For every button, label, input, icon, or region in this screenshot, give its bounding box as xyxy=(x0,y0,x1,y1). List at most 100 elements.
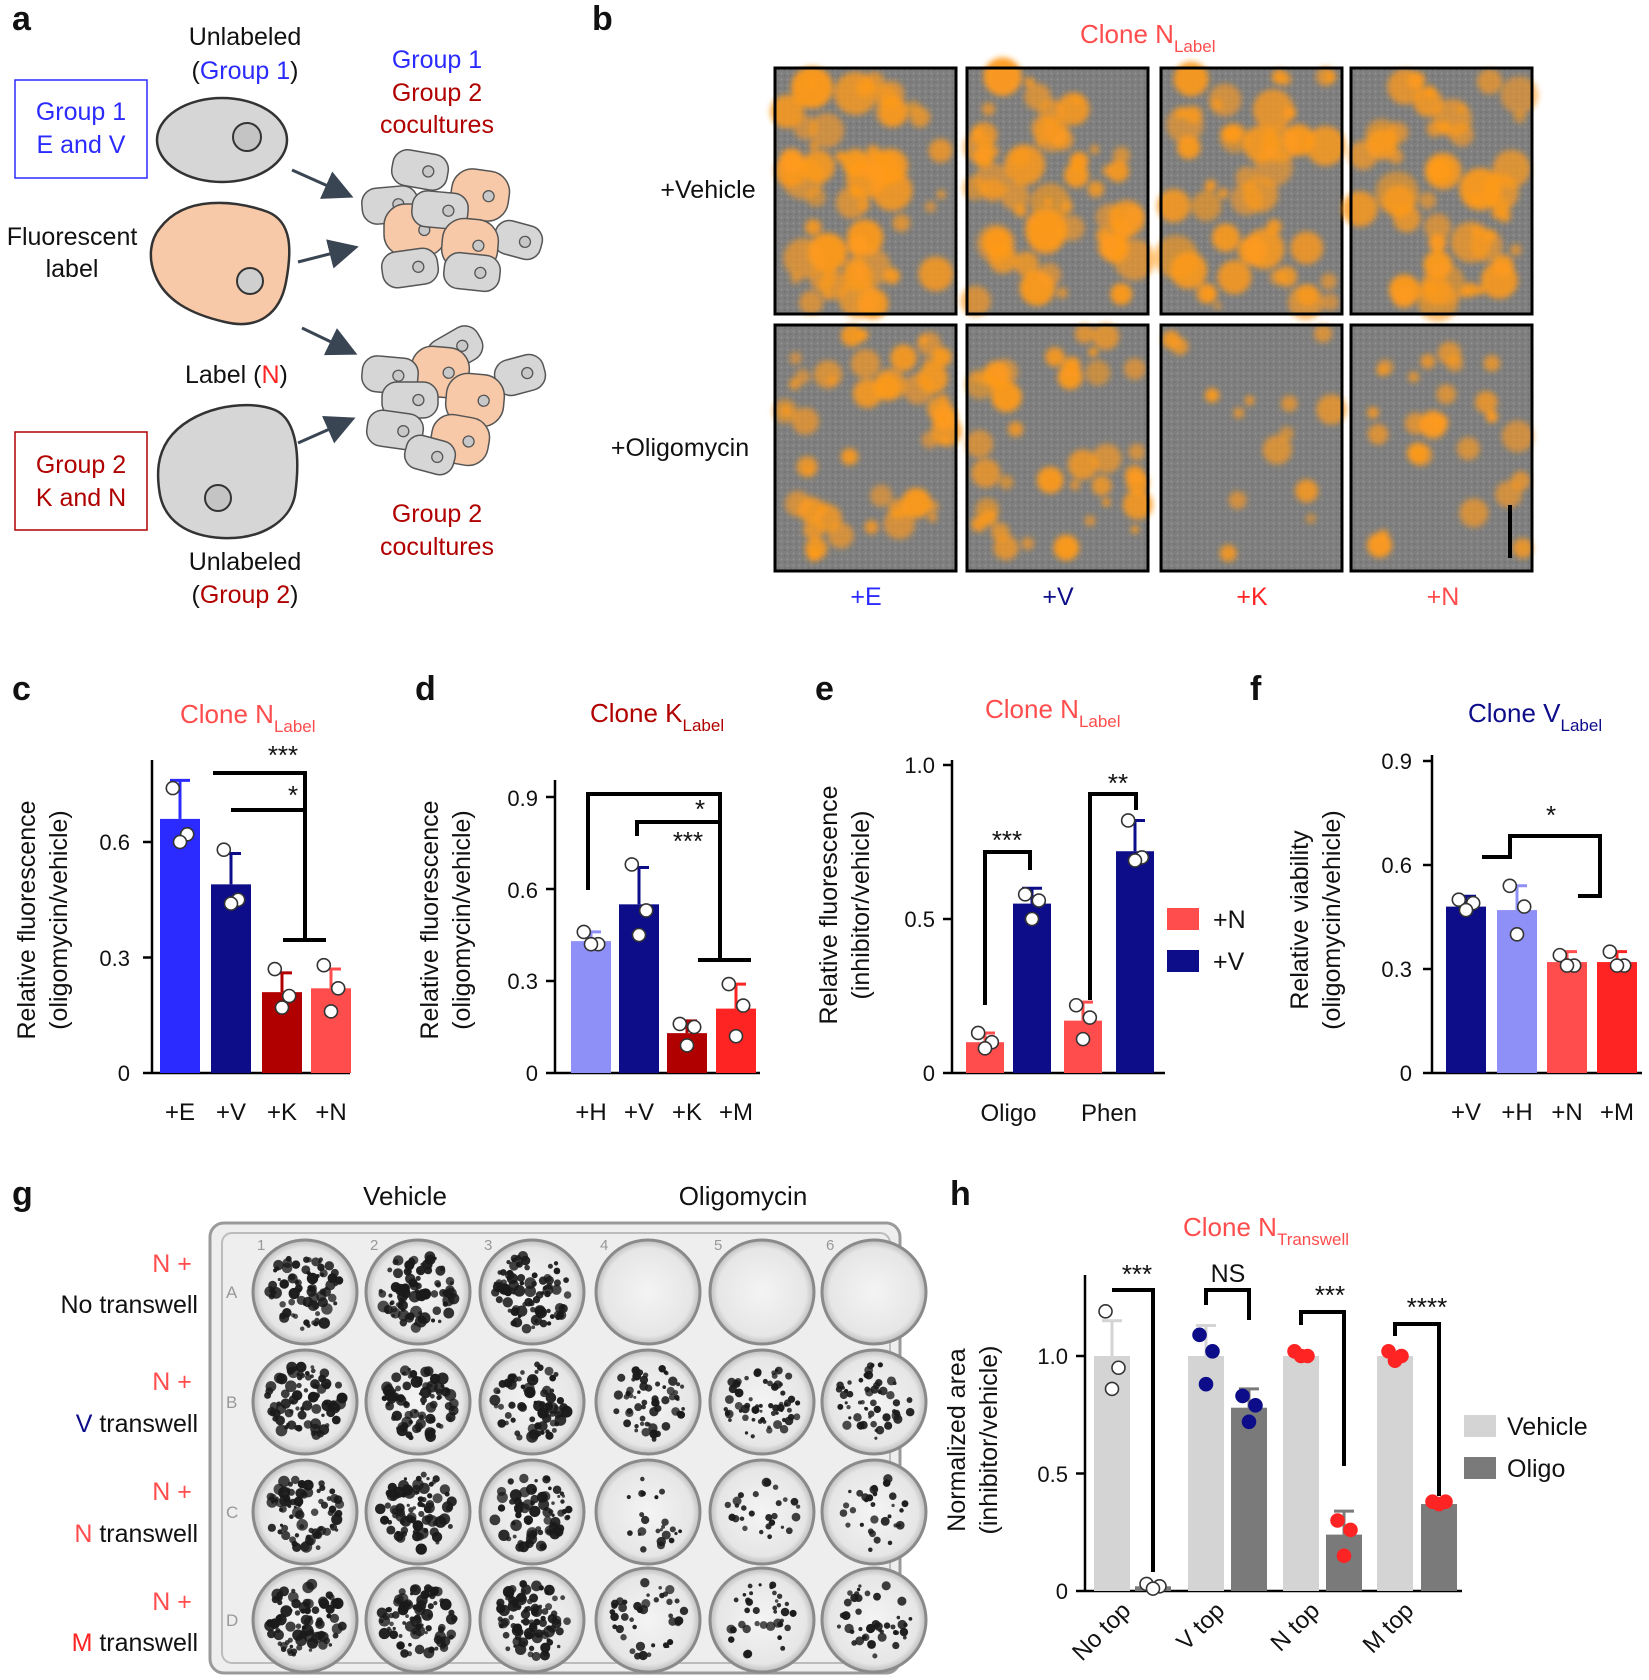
colony xyxy=(782,1497,788,1503)
colony xyxy=(445,1276,455,1286)
fluorescent-blob xyxy=(1419,192,1437,210)
colony xyxy=(899,1508,904,1513)
colony xyxy=(866,1494,874,1502)
colony xyxy=(553,1527,564,1537)
x-tick-label: +M xyxy=(1600,1099,1634,1126)
colony xyxy=(751,1405,760,1414)
colony xyxy=(548,1486,552,1491)
colony xyxy=(435,1265,446,1276)
colony xyxy=(669,1526,676,1533)
colony xyxy=(420,1503,426,1508)
colony xyxy=(743,1649,753,1659)
colony xyxy=(846,1390,854,1398)
fluorescent-blob xyxy=(1021,537,1035,550)
colony xyxy=(533,1400,538,1405)
colony xyxy=(395,1503,405,1513)
colony xyxy=(292,1542,302,1552)
data-point xyxy=(686,1019,702,1035)
significance-marker: *** xyxy=(268,740,298,770)
colony xyxy=(776,1403,785,1412)
colony xyxy=(681,1407,685,1411)
fluorescent-blob xyxy=(1128,443,1146,461)
fluorescent-blob xyxy=(1217,260,1252,295)
colony xyxy=(750,1434,755,1439)
data-point xyxy=(1293,1348,1309,1364)
cell-nucleus xyxy=(392,369,405,382)
cell xyxy=(403,434,457,476)
colony xyxy=(505,1646,511,1652)
colony xyxy=(751,1417,756,1422)
colony xyxy=(409,1408,420,1419)
legend-swatch-v xyxy=(1167,950,1199,972)
plate-well xyxy=(251,1566,359,1674)
colony xyxy=(765,1513,773,1521)
colony xyxy=(504,1412,512,1419)
colony xyxy=(299,1372,306,1379)
data-point xyxy=(316,957,332,973)
fluorescent-blob xyxy=(1365,118,1399,152)
colony xyxy=(279,1301,286,1308)
fluorescent-blob xyxy=(874,368,907,401)
colony xyxy=(310,1368,316,1374)
plate-column-number: 4 xyxy=(600,1237,608,1254)
fluorescent-blob xyxy=(846,219,884,256)
fluorescent-blob xyxy=(1045,347,1065,367)
data-point xyxy=(1431,1496,1447,1512)
colony xyxy=(543,1516,552,1525)
fluorescent-blob xyxy=(1205,388,1220,403)
significance-marker: *** xyxy=(673,826,703,856)
colony xyxy=(406,1312,415,1321)
colony xyxy=(417,1270,421,1274)
fluorescent-blob xyxy=(1492,149,1531,188)
colony xyxy=(864,1386,871,1393)
y-tick-label: 0.3 xyxy=(99,946,130,971)
colony xyxy=(489,1514,501,1526)
colony xyxy=(415,1376,423,1385)
fluorescent-blob xyxy=(1092,323,1120,350)
colony xyxy=(403,1487,416,1499)
colony xyxy=(793,1413,801,1421)
colony xyxy=(641,1404,646,1410)
colony xyxy=(532,1488,537,1492)
colony xyxy=(319,1269,328,1278)
data-point xyxy=(728,1028,744,1044)
plate-row-letter: A xyxy=(226,1283,238,1302)
colony xyxy=(648,1423,658,1433)
data-point xyxy=(223,896,239,911)
group2-box-line1: Group 2 xyxy=(36,451,126,479)
data-point xyxy=(1098,1304,1113,1319)
well-outline xyxy=(708,1238,816,1346)
colony xyxy=(849,1507,857,1514)
significance-marker: * xyxy=(1546,800,1556,830)
data-point xyxy=(624,857,640,872)
fluorescent-blob xyxy=(1064,162,1089,188)
colony xyxy=(555,1627,564,1636)
colony xyxy=(553,1310,562,1319)
fluorescent-blob xyxy=(1388,149,1404,165)
significance-marker: NS xyxy=(1211,1260,1246,1288)
colony xyxy=(527,1651,534,1658)
colony xyxy=(439,1643,449,1652)
colony xyxy=(324,1261,335,1271)
colony xyxy=(867,1410,875,1418)
data-point xyxy=(638,903,654,918)
fluorescent-blob xyxy=(1033,115,1070,152)
colony xyxy=(538,1618,547,1628)
colony xyxy=(403,1477,408,1481)
colony xyxy=(762,1419,767,1424)
fluorescent-blob xyxy=(809,113,844,148)
colony xyxy=(844,1401,848,1405)
coculture2-line2: cocultures xyxy=(380,533,494,561)
colony xyxy=(418,1482,430,1494)
bar xyxy=(1283,1356,1319,1591)
bar xyxy=(160,818,200,1073)
fluorescent-blob xyxy=(1004,144,1046,186)
colony xyxy=(330,1493,339,1503)
colony xyxy=(544,1366,554,1376)
micrograph-frame xyxy=(1159,66,1344,316)
colony xyxy=(639,1421,645,1426)
colony xyxy=(728,1384,737,1394)
coculture1-line1: Group 1 xyxy=(392,46,482,74)
fluorescent-blob xyxy=(971,458,1001,488)
micrograph-tile xyxy=(965,323,1153,573)
